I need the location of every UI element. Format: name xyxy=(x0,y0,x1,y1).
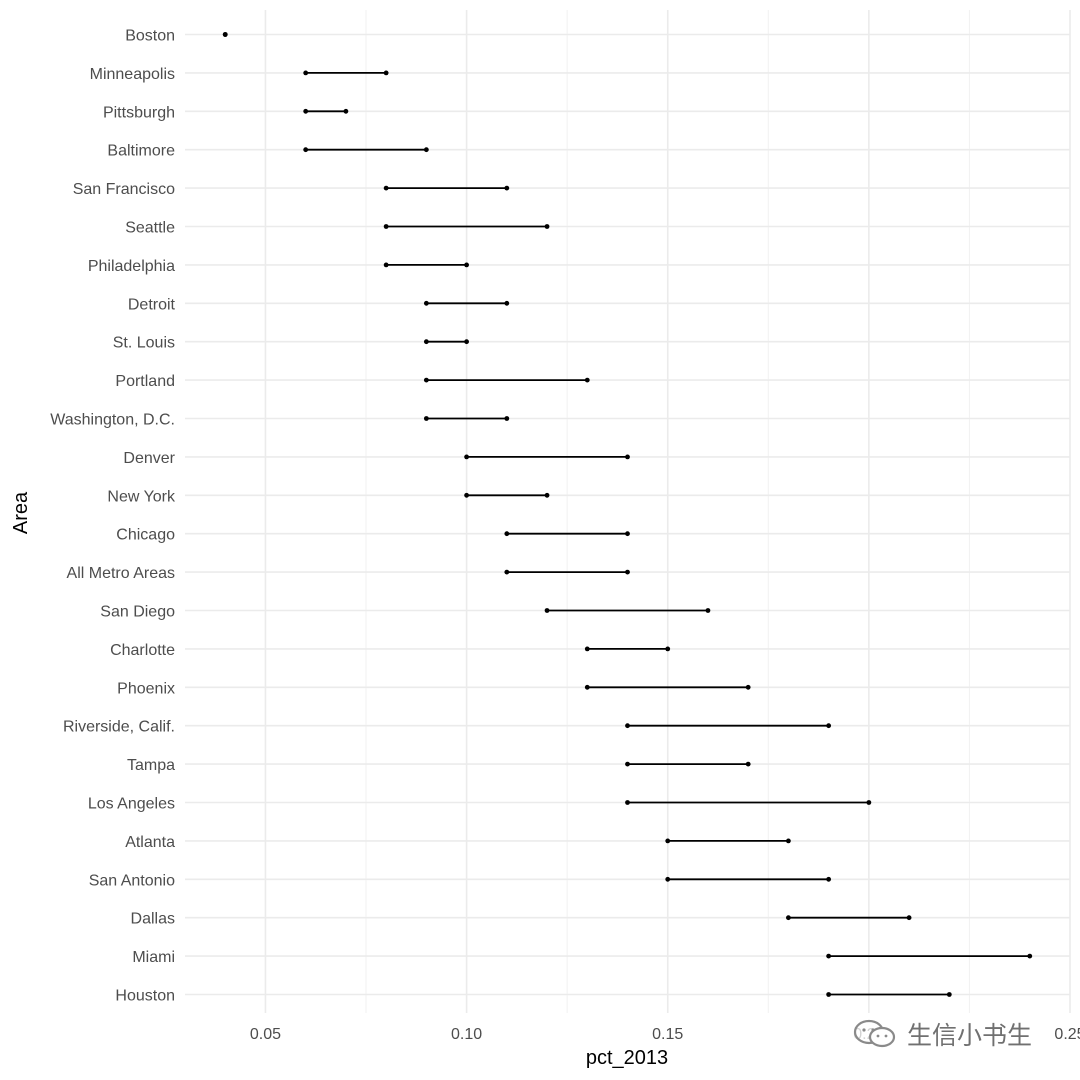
x-tick-label: 0.05 xyxy=(250,1026,281,1043)
end-point xyxy=(584,377,590,383)
end-point xyxy=(504,185,510,191)
start-point xyxy=(584,646,590,652)
x-tick-label: 0.25 xyxy=(1054,1026,1080,1043)
y-tick-label: New York xyxy=(107,488,176,505)
start-point xyxy=(423,416,429,421)
y-tick-label: Los Angeles xyxy=(88,796,175,813)
y-tick-label: San Diego xyxy=(100,604,175,621)
start-point xyxy=(303,108,309,114)
y-tick-label: Tampa xyxy=(127,757,175,774)
end-point xyxy=(906,915,912,921)
x-axis-title: pct_2013 xyxy=(586,1047,668,1069)
start-point xyxy=(383,185,389,191)
y-tick-label: Chicago xyxy=(116,527,175,544)
y-tick-label: Houston xyxy=(115,988,175,1005)
end-point xyxy=(544,224,550,229)
end-point xyxy=(343,108,349,114)
y-axis-title: Area xyxy=(10,491,32,534)
y-tick-label: Riverside, Calif. xyxy=(63,719,175,736)
start-point xyxy=(423,300,429,306)
end-point xyxy=(464,262,469,268)
watermark-text: 生信小书生 xyxy=(907,1021,1033,1050)
start-point xyxy=(584,684,590,690)
end-point xyxy=(423,147,429,153)
watermark: 生信小书生 xyxy=(845,1014,1037,1054)
end-point xyxy=(1027,953,1033,959)
y-tick-label: Baltimore xyxy=(107,143,175,160)
y-tick-label: Phoenix xyxy=(117,680,175,697)
start-point xyxy=(625,800,630,805)
y-tick-label: Pittsburgh xyxy=(103,104,175,121)
y-tick-label: Atlanta xyxy=(125,834,175,851)
end-point xyxy=(745,761,751,767)
end-point xyxy=(866,800,872,805)
end-point xyxy=(625,569,630,575)
y-tick-label: San Antonio xyxy=(89,872,175,889)
end-point xyxy=(222,32,228,37)
dumbbell-marks xyxy=(222,32,1033,997)
y-tick-label: Washington, D.C. xyxy=(50,412,175,429)
end-point xyxy=(625,454,630,460)
start-point xyxy=(665,838,671,844)
start-point xyxy=(665,876,671,882)
y-tick-label: Portland xyxy=(115,373,175,390)
y-tick-label: All Metro Areas xyxy=(67,565,175,582)
end-point xyxy=(544,492,550,498)
start-point xyxy=(786,915,791,921)
y-tick-label: Boston xyxy=(125,28,175,45)
start-point xyxy=(826,992,832,997)
y-tick-label: San Francisco xyxy=(73,181,175,198)
y-tick-label: Dallas xyxy=(131,911,175,928)
x-tick-label: 0.10 xyxy=(451,1026,482,1043)
y-tick-label: Detroit xyxy=(128,296,176,313)
end-point xyxy=(464,339,469,345)
x-tick-label: 0.15 xyxy=(652,1026,683,1043)
start-point xyxy=(826,953,832,959)
start-point xyxy=(544,608,550,613)
start-point xyxy=(423,339,429,345)
grid-layer xyxy=(185,10,1071,1013)
end-point xyxy=(826,876,832,882)
end-point xyxy=(745,684,751,690)
y-tick-label: Miami xyxy=(132,949,175,966)
end-point xyxy=(665,646,671,652)
start-point xyxy=(625,723,630,729)
end-point xyxy=(504,416,510,421)
y-tick-label: Philadelphia xyxy=(88,258,175,275)
start-point xyxy=(464,492,469,498)
start-point xyxy=(625,761,630,767)
y-tick-label: St. Louis xyxy=(113,335,175,352)
y-tick-label: Denver xyxy=(123,450,175,467)
start-point xyxy=(423,377,429,383)
end-point xyxy=(786,838,791,844)
start-point xyxy=(504,569,510,575)
end-point xyxy=(826,723,832,729)
y-tick-label: Minneapolis xyxy=(90,66,175,83)
y-tick-label: Seattle xyxy=(125,220,175,237)
end-point xyxy=(946,992,952,997)
end-point xyxy=(705,608,711,613)
start-point xyxy=(383,224,389,229)
start-point xyxy=(383,262,389,268)
wechat-icon xyxy=(849,1017,901,1051)
start-point xyxy=(303,70,309,76)
end-point xyxy=(625,531,630,537)
end-point xyxy=(383,70,389,76)
y-tick-label: Charlotte xyxy=(110,642,175,659)
y-axis-labels: Boston Minneapolis Pittsburgh Baltimore San … xyxy=(50,28,176,1005)
start-point xyxy=(464,454,469,460)
end-point xyxy=(504,300,510,306)
start-point xyxy=(303,147,309,153)
start-point xyxy=(504,531,510,537)
